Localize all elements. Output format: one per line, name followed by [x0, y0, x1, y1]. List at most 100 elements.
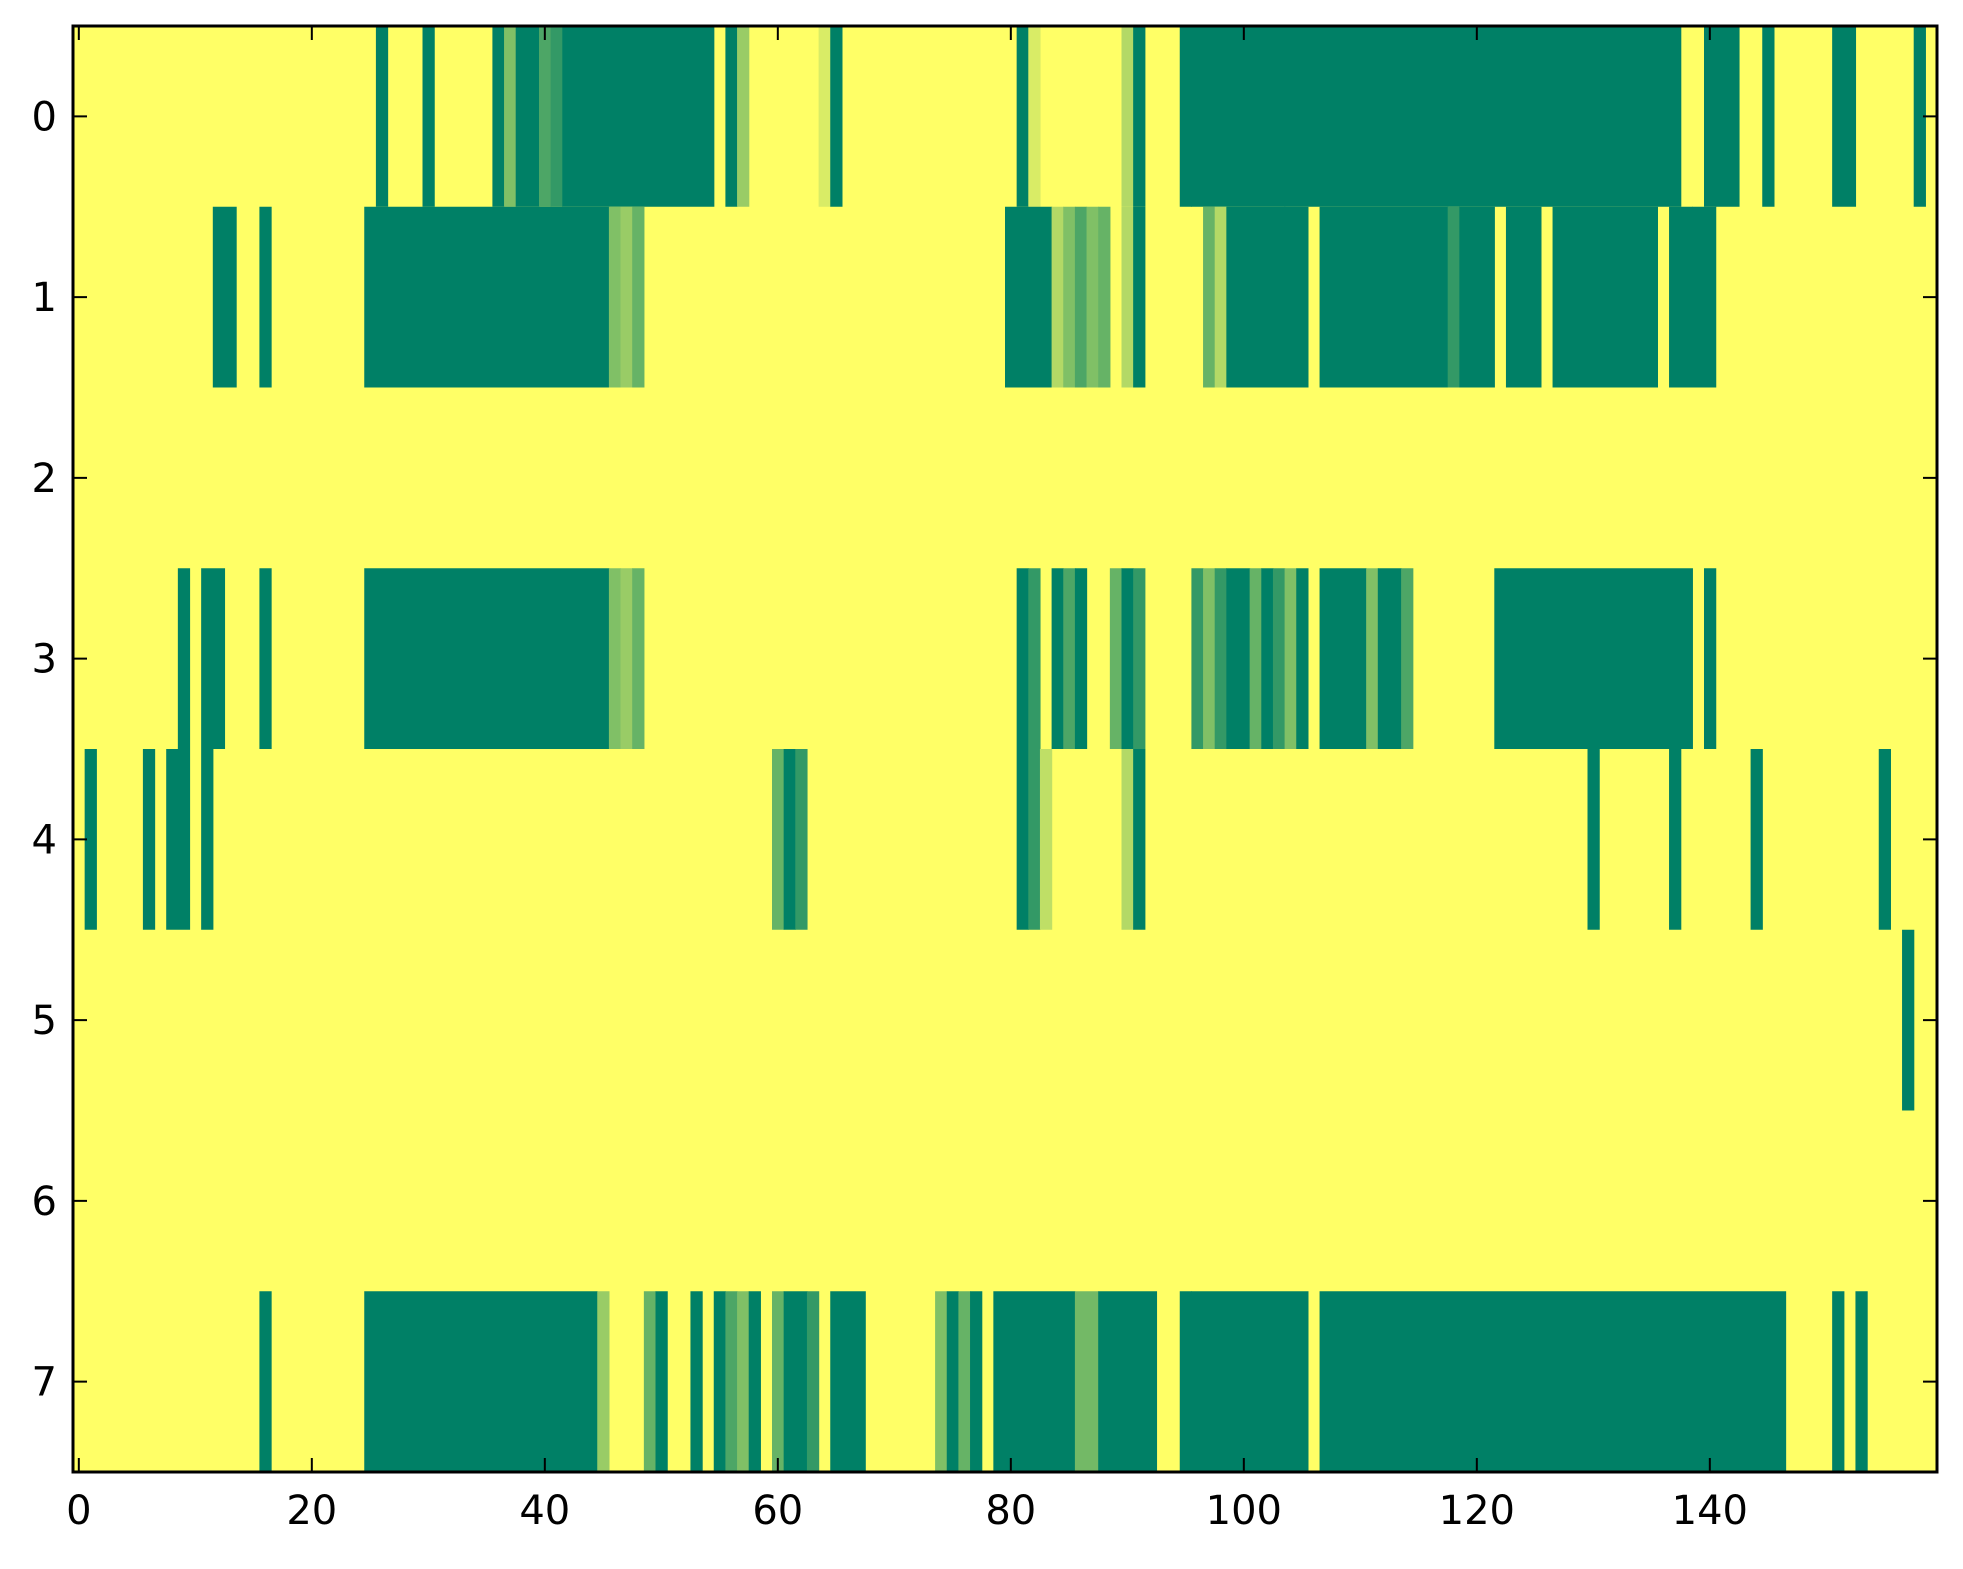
heatmap-cell: [830, 26, 843, 207]
heatmap-cell: [1669, 206, 1693, 388]
heatmap-cell: [562, 26, 715, 207]
heatmap-cell: [1261, 568, 1274, 749]
heatmap-cell: [1121, 26, 1134, 207]
heatmap-cell: [993, 1291, 1076, 1472]
heatmap-cell: [1133, 26, 1146, 207]
x-tick-label: 100: [1206, 1488, 1282, 1534]
heatmap-cell: [620, 206, 633, 388]
heatmap-cell: [830, 1291, 866, 1472]
heatmap-cell: [1587, 749, 1600, 930]
heatmap-cell: [212, 206, 237, 388]
heatmap-cell: [772, 749, 785, 930]
heatmap-cell: [1284, 206, 1309, 388]
heatmap-cell: [1226, 568, 1251, 749]
heatmap-cell: [1319, 1291, 1787, 1472]
heatmap-cell: [1319, 568, 1367, 749]
heatmap-cell: [1459, 206, 1495, 388]
heatmap-cell: [1855, 1291, 1868, 1472]
heatmap-cell: [1249, 568, 1262, 749]
heatmap-cell: [1028, 26, 1041, 207]
heatmap-cell: [142, 749, 156, 930]
heatmap-cell: [643, 1291, 657, 1472]
x-tick-label: 60: [752, 1488, 803, 1534]
y-tick-label: 6: [32, 1179, 57, 1225]
heatmap-cell: [1051, 206, 1064, 388]
heatmap-cell: [375, 26, 389, 207]
heatmap-cell: [655, 1291, 668, 1472]
heatmap-cell: [504, 26, 517, 207]
heatmap-cell: [1401, 568, 1414, 749]
y-tick-label: 7: [32, 1360, 57, 1406]
heatmap-cell: [1191, 26, 1682, 207]
y-tick-label: 0: [32, 94, 57, 140]
heatmap-cell: [1016, 749, 1029, 930]
heatmap-cell: [1226, 206, 1286, 388]
heatmap-cell: [1704, 26, 1717, 207]
heatmap-cell: [1016, 568, 1029, 749]
heatmap-cell: [539, 26, 552, 207]
heatmap-cells: [84, 26, 1926, 1472]
heatmap-cell: [1098, 206, 1111, 388]
heatmap-cell: [1016, 26, 1029, 207]
heatmap-cell: [1750, 749, 1763, 930]
heatmap-cell: [201, 749, 214, 930]
heatmap-cell: [725, 26, 738, 207]
heatmap-cell: [620, 568, 633, 749]
heatmap-cell: [1191, 568, 1204, 749]
heatmap-cell: [1832, 1291, 1845, 1472]
heatmap-cell: [1074, 206, 1088, 388]
x-tick-labels: 0 20 40 60 80 100 120 140: [66, 1488, 1748, 1534]
heatmap-cell: [1063, 206, 1076, 388]
x-tick-label: 140: [1672, 1488, 1748, 1534]
heatmap-cell: [783, 749, 796, 930]
heatmap-cell: [1028, 749, 1041, 930]
y-tick-label: 2: [32, 456, 57, 502]
heatmap-cell: [1074, 568, 1088, 749]
heatmap-cell: [935, 1291, 948, 1472]
heatmap-cell: [1098, 1291, 1158, 1472]
heatmap-cell: [1203, 568, 1216, 749]
y-tick-label: 3: [32, 637, 57, 683]
heatmap-cell: [201, 568, 226, 749]
heatmap-cell: [1552, 206, 1658, 388]
heatmap-cell: [608, 568, 622, 749]
heatmap-cell: [422, 26, 435, 207]
heatmap-cell: [608, 206, 622, 388]
axis-ticks: [73, 26, 1937, 1472]
heatmap-cell: [818, 26, 831, 207]
x-tick-label: 80: [985, 1488, 1036, 1534]
y-tick-label: 1: [32, 275, 57, 321]
heatmap-cell: [1039, 749, 1053, 930]
heatmap-cell: [970, 1291, 983, 1472]
heatmap-cell: [795, 749, 808, 930]
heatmap-cell: [690, 1291, 703, 1472]
heatmap-cell: [1191, 1291, 1309, 1472]
heatmap-cell: [946, 1291, 959, 1472]
x-tick-label: 120: [1439, 1488, 1515, 1534]
heatmap-cell: [806, 1291, 820, 1472]
heatmap-cell: [84, 749, 97, 930]
heatmap-cell: [748, 1291, 761, 1472]
heatmap-cell: [259, 568, 272, 749]
heatmap-cell: [783, 1291, 808, 1472]
heatmap-cell: [1669, 749, 1682, 930]
heatmap-cell: [597, 1291, 610, 1472]
heatmap-cell: [1121, 206, 1134, 388]
heatmap-cell: [364, 206, 610, 388]
heatmap-cell: [1133, 749, 1146, 930]
heatmap-cell: [515, 26, 540, 207]
heatmap-cell: [737, 1291, 750, 1472]
heatmap-cell: [632, 568, 645, 749]
heatmap-cell: [1878, 749, 1891, 930]
heatmap-cell: [725, 1291, 738, 1472]
heatmap-cell: [1494, 568, 1693, 749]
heatmap-cell: [166, 749, 191, 930]
heatmap-cell: [737, 26, 750, 207]
heatmap-cell: [1762, 26, 1775, 207]
x-tick-label: 20: [286, 1488, 337, 1534]
heatmap-cell: [1203, 206, 1216, 388]
heatmap-cell: [1121, 568, 1134, 749]
heatmap-cell: [177, 568, 191, 749]
heatmap-cell: [1109, 568, 1123, 749]
